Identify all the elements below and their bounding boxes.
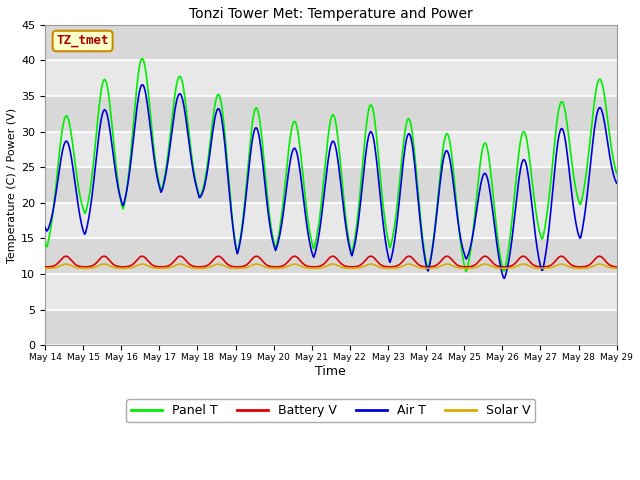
- Bar: [45, 96, 616, 132]
- Text: TZ_tmet: TZ_tmet: [56, 35, 109, 48]
- Legend: Panel T, Battery V, Air T, Solar V: Panel T, Battery V, Air T, Solar V: [126, 399, 535, 422]
- Bar: [45, 239, 616, 274]
- X-axis label: Time: Time: [316, 365, 346, 378]
- Bar: [45, 25, 616, 60]
- Title: Tonzi Tower Met: Temperature and Power: Tonzi Tower Met: Temperature and Power: [189, 7, 473, 21]
- Y-axis label: Temperature (C) / Power (V): Temperature (C) / Power (V): [7, 108, 17, 263]
- Bar: [45, 167, 616, 203]
- Bar: [45, 310, 616, 345]
